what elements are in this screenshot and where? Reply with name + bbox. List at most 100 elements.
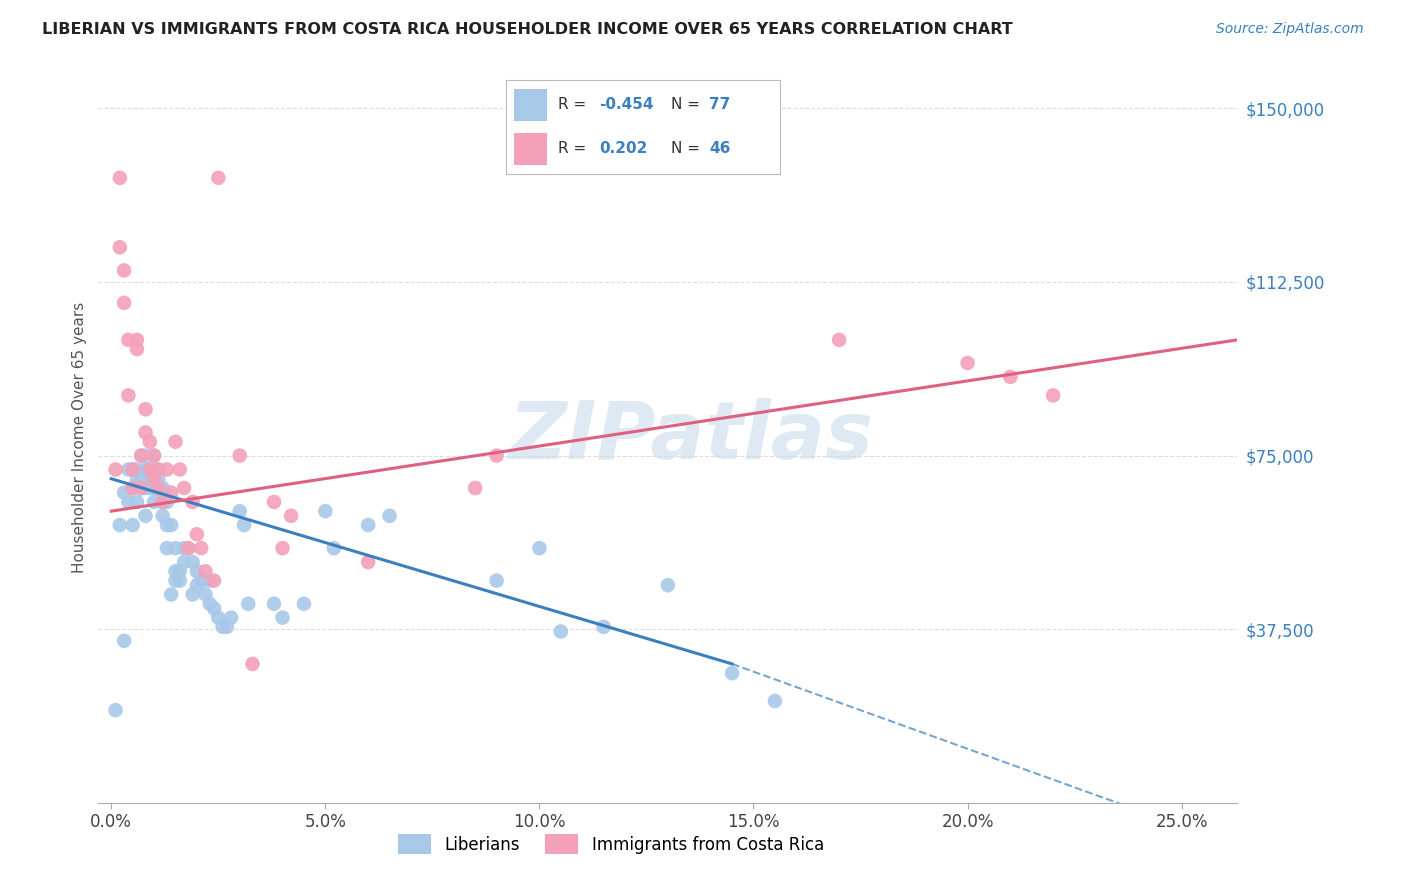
Point [233, 518, 256, 533]
Point [139, 434, 162, 449]
Point [139, 462, 162, 476]
Point [134, 481, 156, 495]
Point [956, 356, 979, 370]
Point [181, 555, 204, 569]
Point [148, 472, 170, 486]
Point [148, 481, 170, 495]
Point [134, 402, 156, 417]
Point [763, 694, 786, 708]
Point [129, 481, 152, 495]
Point [657, 578, 679, 592]
FancyBboxPatch shape [515, 133, 547, 164]
Point [156, 541, 179, 556]
Point [143, 449, 166, 463]
Point [181, 495, 204, 509]
Point [207, 610, 229, 624]
Text: 46: 46 [709, 141, 731, 156]
Point [125, 472, 148, 486]
Point [263, 597, 285, 611]
Point [156, 495, 179, 509]
Point [117, 462, 139, 476]
Point [271, 610, 294, 624]
Point [228, 504, 250, 518]
Point [263, 495, 285, 509]
Point [152, 485, 174, 500]
Point [464, 481, 486, 495]
Point [129, 481, 152, 495]
Point [112, 263, 135, 277]
Point [117, 495, 139, 509]
Point [139, 472, 162, 486]
Point [292, 597, 315, 611]
Point [148, 462, 170, 476]
Point [485, 449, 508, 463]
Point [228, 449, 250, 463]
Point [112, 295, 135, 310]
Point [169, 462, 191, 476]
Point [169, 565, 191, 579]
Point [139, 462, 162, 476]
Point [143, 472, 166, 486]
Point [592, 620, 614, 634]
Point [129, 449, 152, 463]
Point [152, 508, 174, 523]
Point [104, 703, 127, 717]
Point [186, 565, 208, 579]
Point [125, 495, 148, 509]
Text: Source: ZipAtlas.com: Source: ZipAtlas.com [1216, 22, 1364, 37]
Y-axis label: Householder Income Over 65 years: Householder Income Over 65 years [72, 301, 87, 573]
Point [134, 449, 156, 463]
Point [357, 555, 380, 569]
Point [378, 508, 401, 523]
Point [160, 587, 183, 601]
Text: 77: 77 [709, 97, 730, 112]
Point [186, 527, 208, 541]
Text: ZIPatlas: ZIPatlas [508, 398, 873, 476]
Legend: Liberians, Immigrants from Costa Rica: Liberians, Immigrants from Costa Rica [391, 828, 831, 860]
Text: R =: R = [558, 97, 592, 112]
Point [112, 485, 135, 500]
Point [198, 574, 221, 588]
Point [207, 170, 229, 185]
Point [156, 518, 179, 533]
Point [828, 333, 851, 347]
Point [173, 481, 195, 495]
Point [1000, 370, 1022, 384]
Point [169, 574, 191, 588]
Text: -0.454: -0.454 [599, 97, 654, 112]
Point [280, 508, 302, 523]
Point [215, 620, 238, 634]
Point [529, 541, 551, 556]
Point [202, 574, 225, 588]
Point [177, 541, 200, 556]
Point [165, 574, 187, 588]
Point [129, 481, 152, 495]
Point [194, 565, 217, 579]
Point [219, 610, 242, 624]
Point [152, 495, 174, 509]
Point [108, 518, 131, 533]
Point [148, 462, 170, 476]
Point [143, 481, 166, 495]
Point [125, 342, 148, 356]
Point [165, 565, 187, 579]
Text: N =: N = [671, 141, 704, 156]
Text: R =: R = [558, 141, 596, 156]
Point [148, 481, 170, 495]
Point [121, 518, 143, 533]
Point [112, 633, 135, 648]
Point [242, 657, 264, 671]
Point [198, 597, 221, 611]
Point [314, 504, 336, 518]
FancyBboxPatch shape [515, 88, 547, 120]
Text: LIBERIAN VS IMMIGRANTS FROM COSTA RICA HOUSEHOLDER INCOME OVER 65 YEARS CORRELAT: LIBERIAN VS IMMIGRANTS FROM COSTA RICA H… [42, 22, 1012, 37]
Point [156, 462, 179, 476]
Point [322, 541, 344, 556]
Point [190, 541, 212, 556]
Point [143, 449, 166, 463]
Point [160, 485, 183, 500]
Point [160, 518, 183, 533]
Point [357, 518, 380, 533]
Point [271, 541, 294, 556]
Point [165, 434, 187, 449]
